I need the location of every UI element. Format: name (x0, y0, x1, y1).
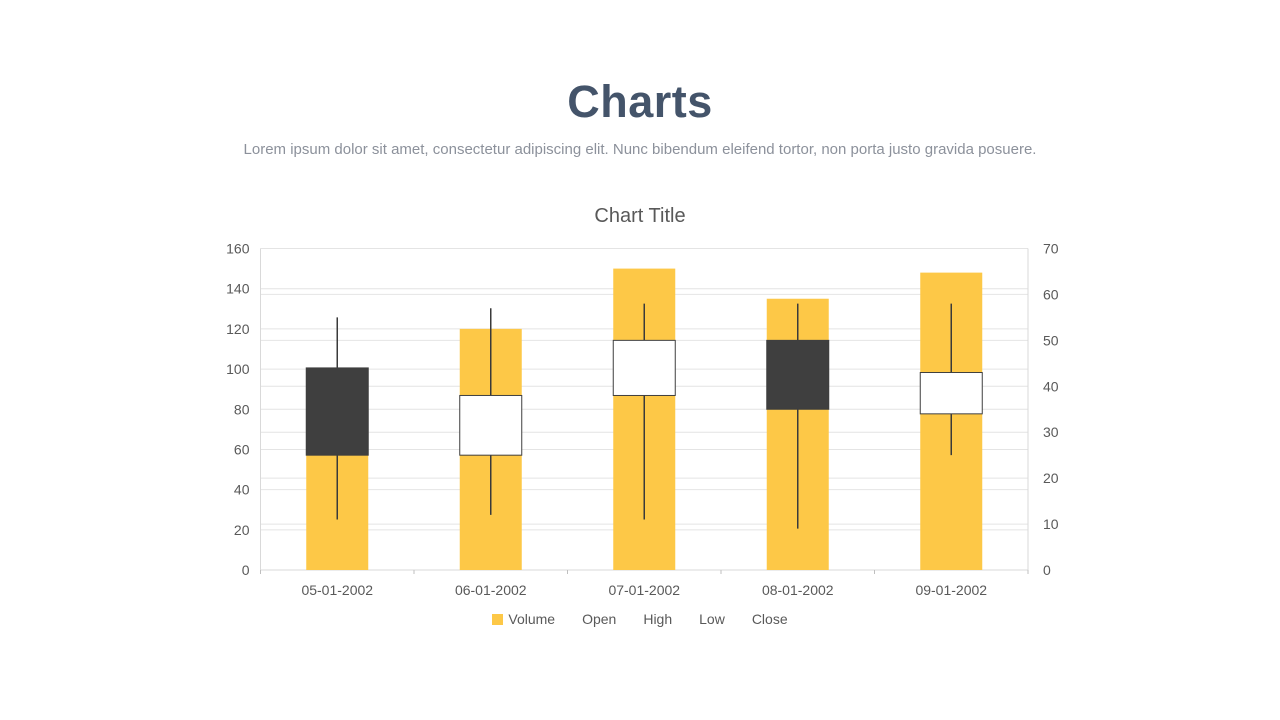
chart-title: Chart Title (594, 205, 686, 227)
left-axis-label: 40 (234, 482, 250, 498)
candle-body-down (766, 339, 830, 410)
stock-chart: Chart Title 0 20 40 60 80 100 120 140 160 0 10 20 30… (200, 197, 1080, 647)
legend-label: Low (699, 611, 725, 627)
x-axis-label: 05-01-2002 (301, 582, 373, 598)
left-axis-label: 140 (226, 281, 250, 297)
right-axis-label: 30 (1043, 424, 1059, 440)
left-axis-label: 120 (226, 321, 250, 337)
right-axis-label: 20 (1043, 470, 1059, 486)
left-axis-label: 80 (234, 401, 250, 417)
legend-swatch-volume (492, 613, 504, 625)
candle-body-up (612, 339, 676, 396)
left-axis-label: 100 (226, 361, 250, 377)
left-axis-label: 160 (226, 241, 250, 257)
x-axis-label: 09-01-2002 (915, 582, 987, 598)
legend-item-low: Low (699, 611, 725, 627)
page-subtitle: Lorem ipsum dolor sit amet, consectetur … (243, 141, 1037, 158)
right-axis-label: 50 (1043, 332, 1059, 348)
left-axis-label: 20 (234, 522, 250, 538)
legend-item-high: High (643, 611, 672, 627)
legend-item-volume: Volume (492, 611, 555, 627)
right-axis-label: 0 (1043, 562, 1051, 578)
candle-body-up (919, 372, 983, 415)
legend-label: Close (751, 611, 788, 627)
candle-body-down (305, 367, 369, 456)
candle-body-up (459, 394, 523, 456)
chart-legend: Volume Open High Low Close (200, 611, 1080, 627)
plot-area: 0 20 40 60 80 100 120 140 160 0 10 20 30 40 50 60 70 05-0… (226, 241, 1059, 599)
legend-label: Open (582, 611, 617, 627)
legend-item-open: Open (582, 611, 616, 627)
x-axis-label: 07-01-2002 (608, 582, 680, 598)
right-axis-label: 40 (1043, 378, 1059, 394)
legend-item-close: Close (752, 611, 788, 627)
x-axis-label: 06-01-2002 (455, 582, 527, 598)
left-axis-label: 60 (234, 441, 250, 457)
right-axis-label: 60 (1043, 286, 1059, 302)
right-axis-label: 10 (1043, 516, 1059, 532)
legend-label: High (643, 611, 673, 627)
left-axis-label: 0 (242, 562, 250, 578)
x-axis-label: 08-01-2002 (762, 582, 834, 598)
legend-label: Volume (508, 611, 556, 627)
page-title: Charts (567, 76, 713, 127)
right-axis-label: 70 (1043, 241, 1059, 257)
